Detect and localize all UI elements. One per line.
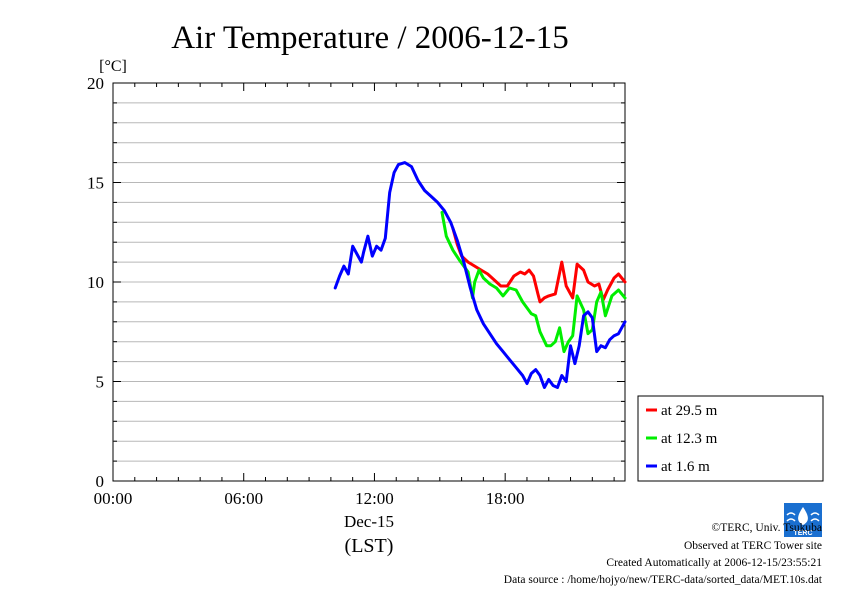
y-tick-label: 15 — [87, 174, 104, 193]
date-label: Dec-15 — [344, 512, 394, 531]
y-tick-label: 10 — [87, 273, 104, 292]
series-line-1 — [451, 226, 627, 304]
terc-logo-drop-icon — [798, 507, 808, 525]
footer-observed: Observed at TERC Tower site — [684, 540, 822, 552]
gridlines — [113, 102, 625, 462]
y-tick-label: 20 — [87, 74, 104, 93]
terc-logo-wave-icon — [786, 512, 820, 522]
series-lines — [333, 161, 627, 389]
legend-label: at 29.5 m — [661, 403, 718, 419]
terc-logo: TERC — [784, 503, 822, 537]
x-tick-label: 00:00 — [94, 489, 133, 508]
y-tick-label: 0 — [96, 472, 105, 491]
series-line-3 — [333, 161, 627, 389]
x-tick-label: 18:00 — [486, 489, 525, 508]
plot-area — [112, 82, 627, 482]
y-axis-unit-label: [°C] — [99, 58, 127, 75]
legend-label: at 12.3 m — [661, 431, 718, 447]
legend-box — [637, 395, 824, 482]
x-tick-label: 12:00 — [355, 489, 394, 508]
legend: at 29.5 m at 12.3 m at 1.6 m — [637, 395, 824, 482]
y-tick-label: 5 — [96, 373, 105, 392]
terc-logo-text: TERC — [793, 530, 812, 537]
footer-created: Created Automatically at 2006-12-15/23:5… — [606, 557, 822, 569]
footer-source: Data source : /home/hojyo/new/TERC-data/… — [504, 574, 823, 586]
x-tick-labels: 00:00 06:00 12:00 18:00 — [94, 489, 525, 508]
footer-copyright: ©TERC, Univ. Tsukuba — [712, 522, 822, 534]
x-axis-label: (LST) — [345, 535, 394, 557]
y-tick-labels: 0 5 10 15 20 — [87, 74, 104, 491]
chart-title: Air Temperature / 2006-12-15 — [171, 20, 569, 56]
axis-ticks — [112, 82, 625, 482]
legend-label: at 1.6 m — [661, 459, 710, 475]
x-tick-label: 06:00 — [224, 489, 263, 508]
